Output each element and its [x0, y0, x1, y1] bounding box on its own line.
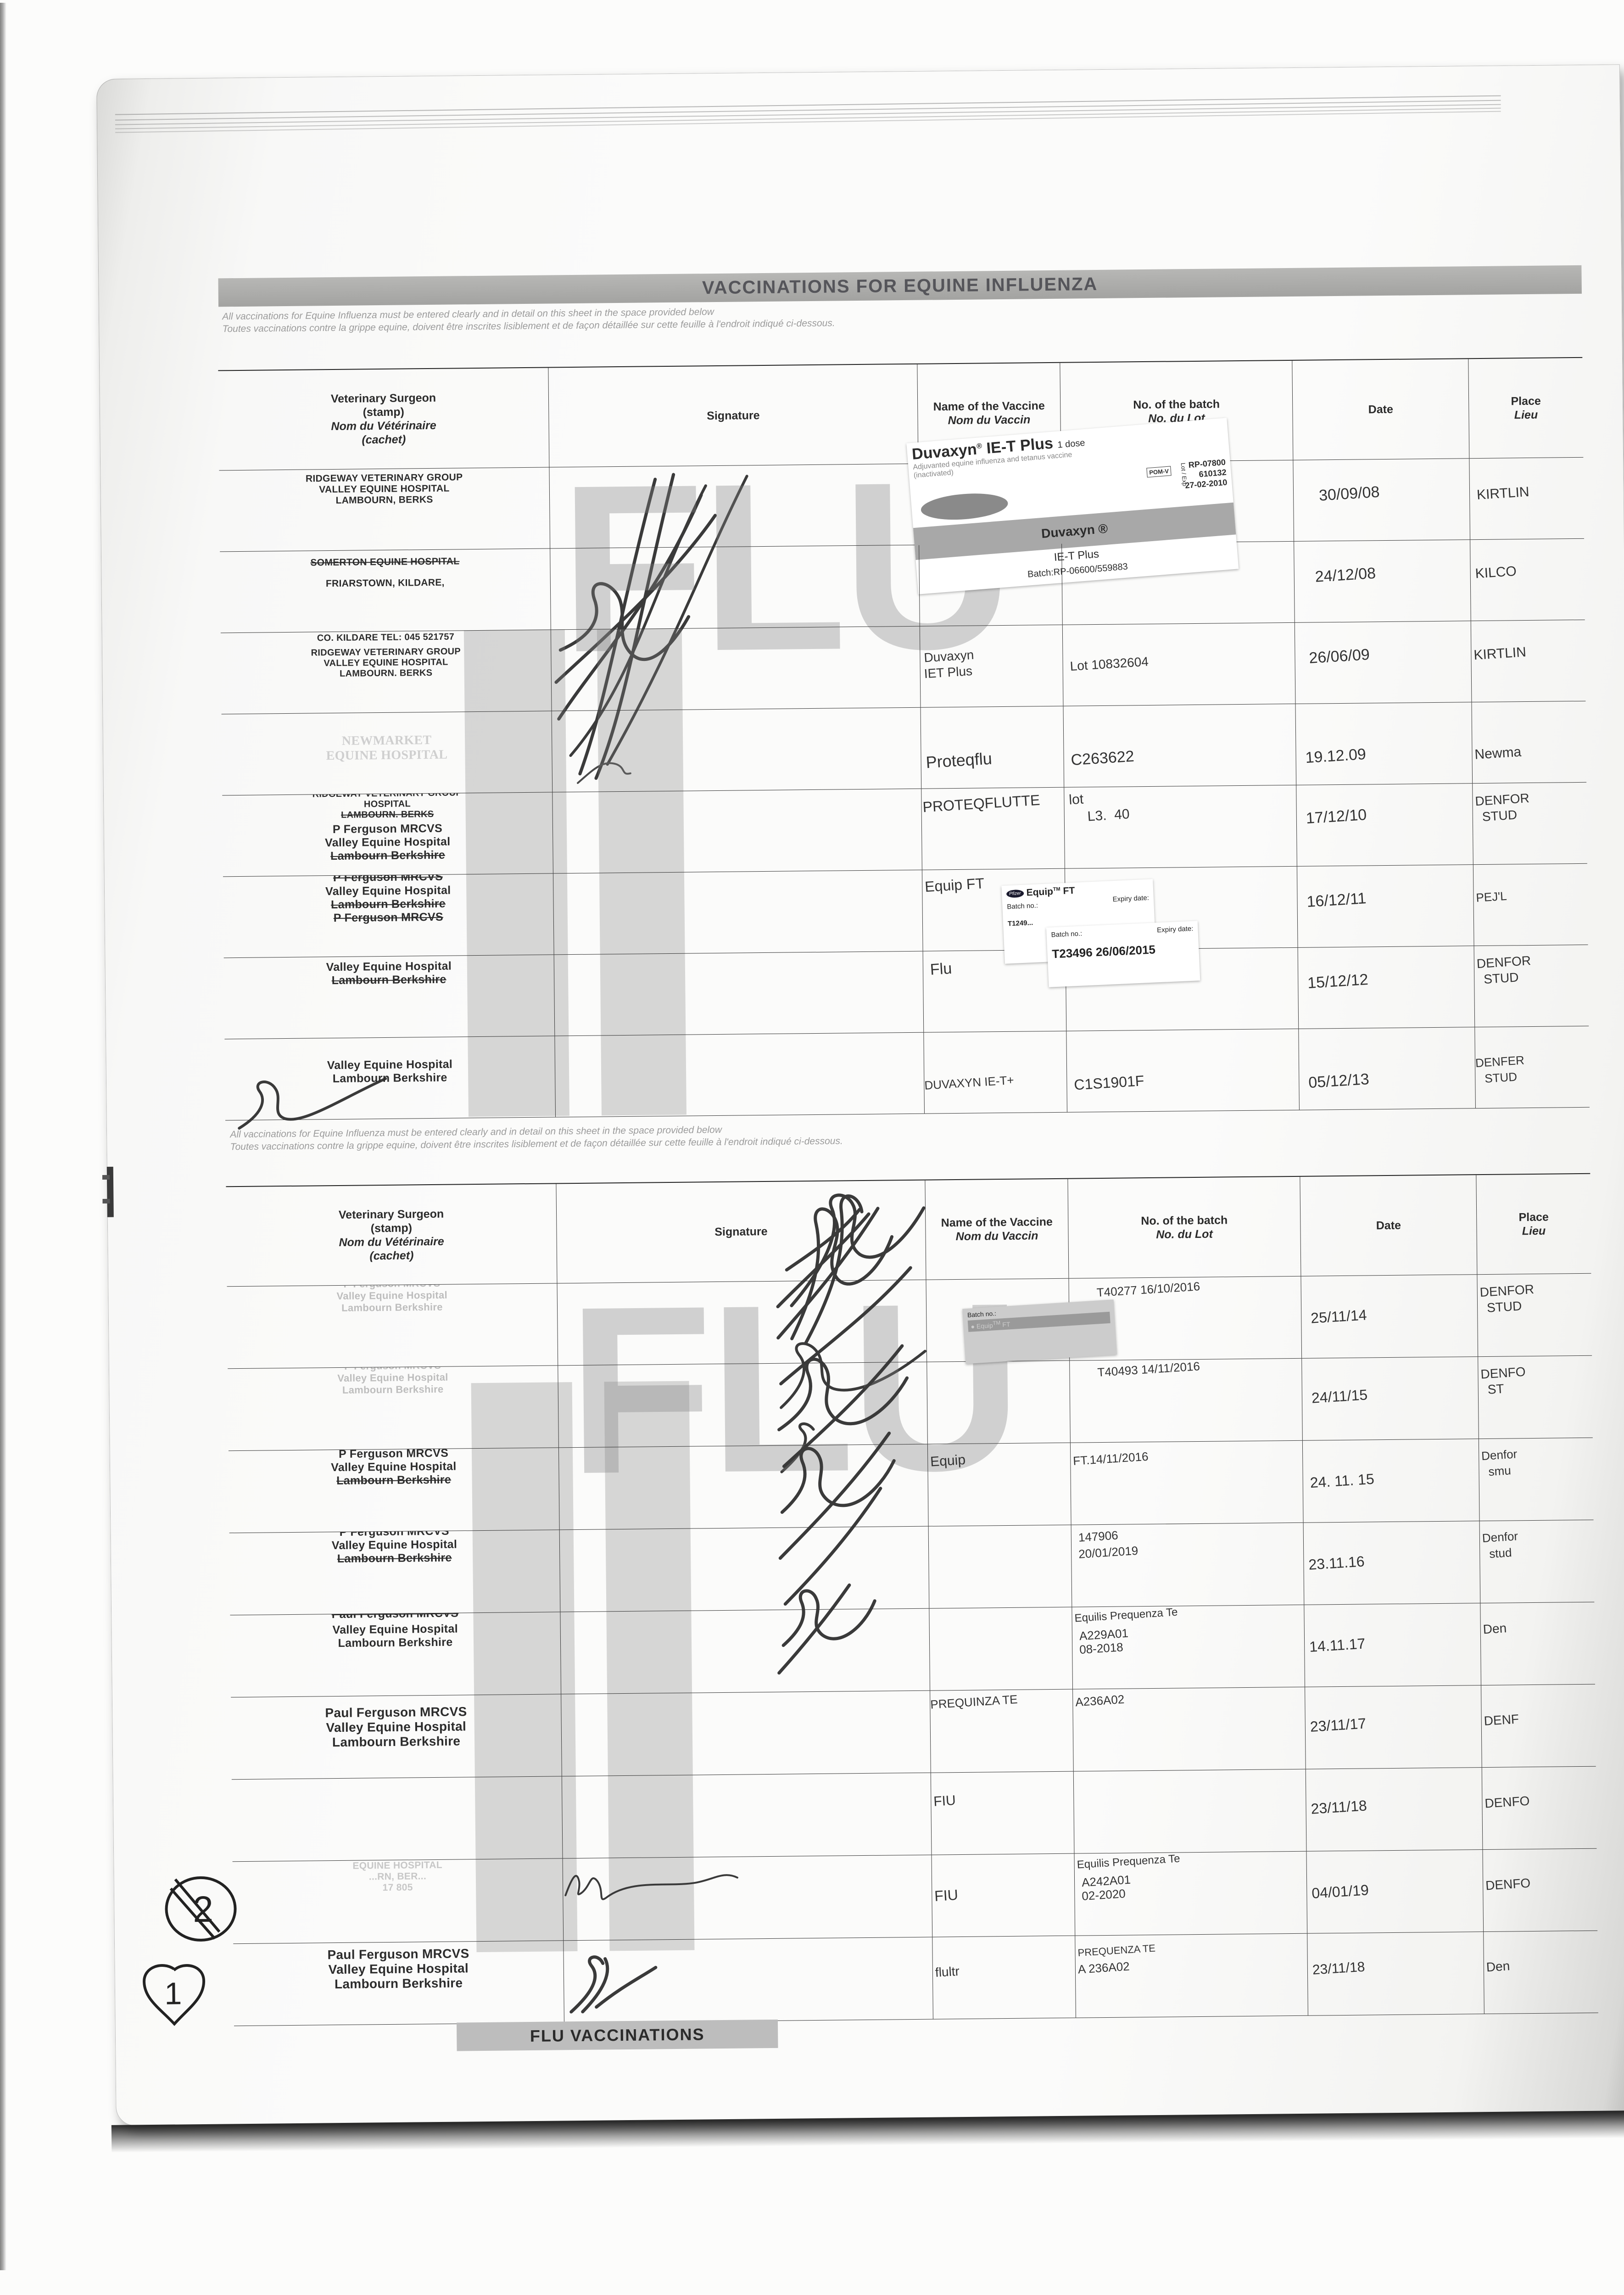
svg-text:1: 1 — [164, 1976, 182, 2011]
